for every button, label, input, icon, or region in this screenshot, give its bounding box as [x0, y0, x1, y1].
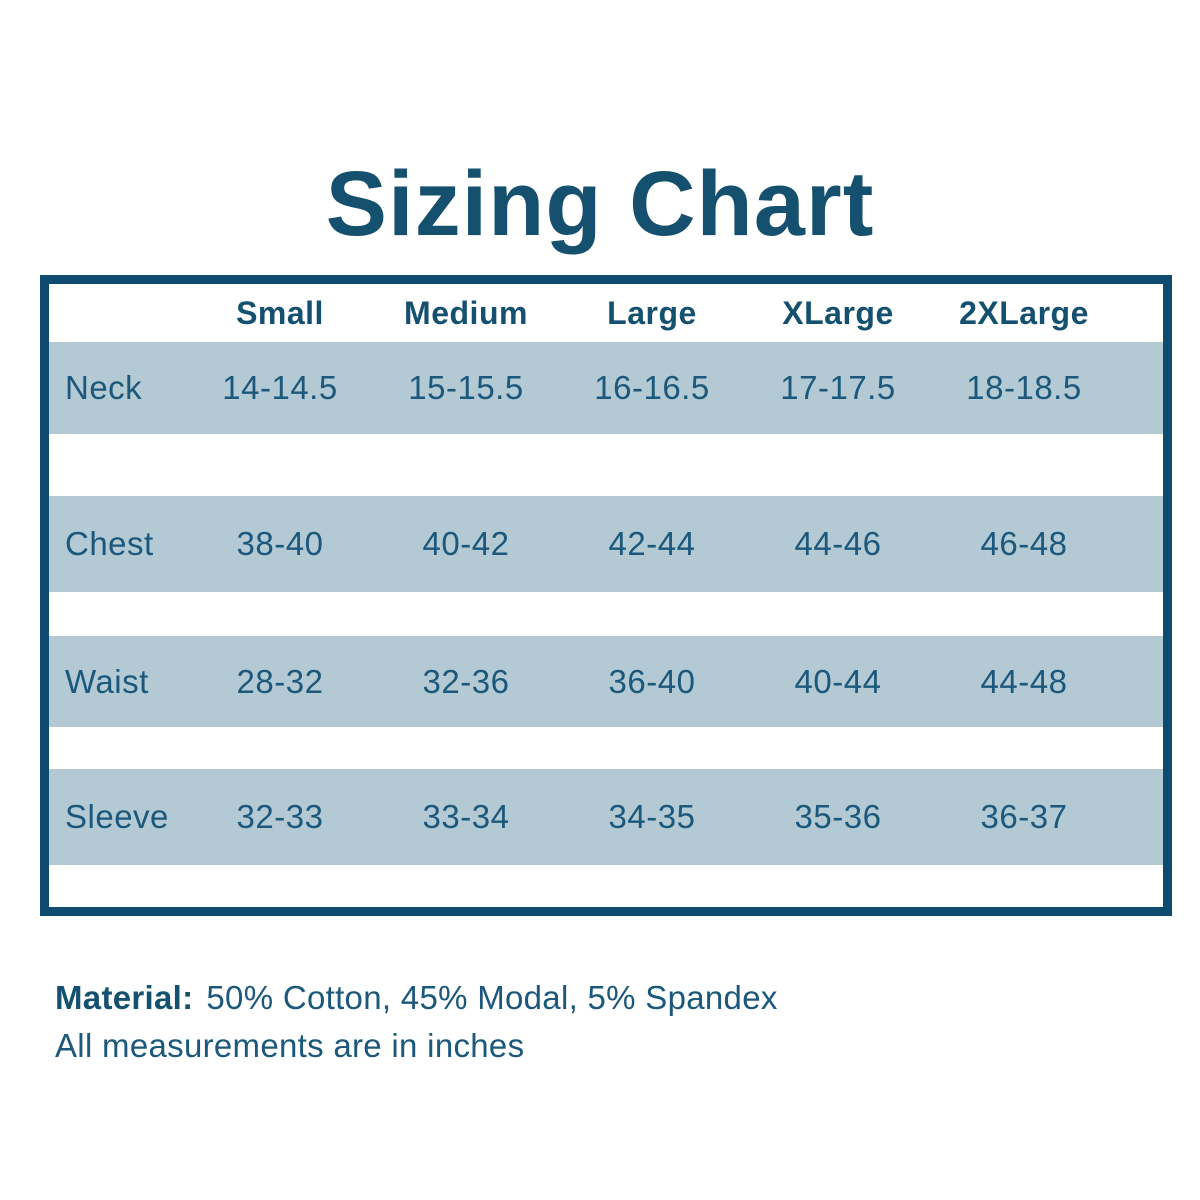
cell-waist-large: 36-40: [608, 662, 696, 700]
cell-sleeve-xlarge: 35-36: [794, 798, 882, 835]
table-row-sleeve: Sleeve 32-33 33-34 34-35 35-36 36-37: [49, 769, 1163, 865]
footer-notes: Material: 50% Cotton, 45% Modal, 5% Spand…: [55, 974, 778, 1070]
material-value: 50% Cotton, 45% Modal, 5% Spandex: [206, 979, 778, 1016]
cell-neck-medium: 15-15.5: [408, 369, 524, 406]
cell-sleeve-medium: 33-34: [422, 798, 510, 835]
row-label-sleeve: Sleeve: [65, 798, 169, 835]
cell-chest-small: 38-40: [236, 525, 324, 562]
row-label-chest: Chest: [65, 525, 154, 562]
cell-chest-xlarge: 44-46: [794, 525, 882, 562]
cell-sleeve-small: 32-33: [236, 798, 324, 835]
column-header-medium: Medium: [404, 294, 528, 331]
row-separator: [49, 865, 1163, 907]
column-header-2xlarge: 2XLarge: [959, 294, 1089, 331]
material-line: Material: 50% Cotton, 45% Modal, 5% Spand…: [55, 974, 778, 1022]
cell-neck-large: 16-16.5: [594, 369, 710, 406]
cell-neck-small: 14-14.5: [222, 369, 338, 406]
row-separator: [49, 727, 1163, 769]
cell-sleeve-large: 34-35: [608, 798, 696, 835]
table-row-waist: Waist 28-32 32-36 36-40 40-44 44-48: [49, 636, 1163, 727]
cell-chest-medium: 40-42: [422, 525, 510, 562]
material-label: Material:: [55, 979, 194, 1016]
table-header-row: Small Medium Large XLarge 2XLarge: [49, 284, 1163, 342]
cell-chest-large: 42-44: [608, 525, 696, 562]
measurement-note: All measurements are in inches: [55, 1027, 525, 1064]
cell-waist-2xlarge: 44-48: [980, 662, 1068, 700]
cell-sleeve-2xlarge: 36-37: [980, 798, 1068, 835]
row-separator: [49, 434, 1163, 496]
row-separator: [49, 592, 1163, 636]
cell-waist-medium: 32-36: [422, 662, 510, 700]
column-header-large: Large: [607, 294, 697, 331]
cell-neck-xlarge: 17-17.5: [780, 369, 896, 406]
sizing-table: Small Medium Large XLarge 2XLarge Neck 1…: [40, 275, 1172, 916]
table-row-neck: Neck 14-14.5 15-15.5 16-16.5 17-17.5 18-…: [49, 342, 1163, 434]
page-title: Sizing Chart: [325, 153, 875, 255]
cell-neck-2xlarge: 18-18.5: [966, 369, 1082, 406]
cell-chest-2xlarge: 46-48: [980, 525, 1068, 562]
column-header-xlarge: XLarge: [782, 294, 894, 331]
cell-waist-xlarge: 40-44: [794, 662, 882, 700]
row-label-waist: Waist: [65, 662, 149, 700]
cell-waist-small: 28-32: [236, 662, 324, 700]
column-header-small: Small: [236, 294, 324, 331]
row-label-neck: Neck: [65, 369, 143, 406]
table-row-chest: Chest 38-40 40-42 42-44 44-46 46-48: [49, 496, 1163, 592]
